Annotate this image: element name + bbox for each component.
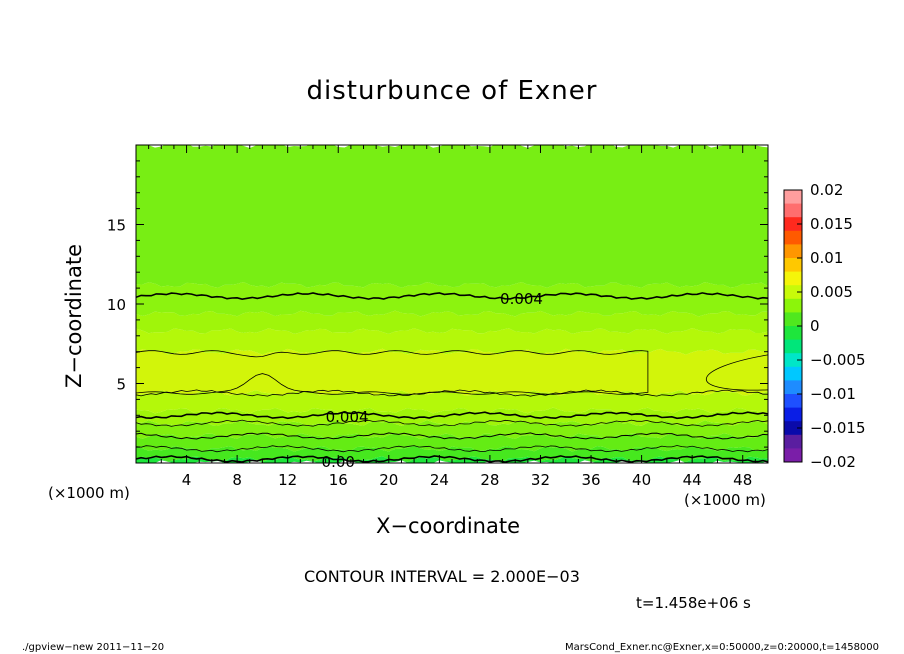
field-band (136, 420, 768, 439)
x-tick-label: 48 (733, 471, 752, 489)
colorbar-segment (784, 407, 802, 422)
time-label: t=1.458e+06 s (636, 594, 751, 612)
chart-title: disturbunce of Exner (306, 76, 598, 106)
contour-line (136, 350, 649, 395)
contour-line (136, 455, 768, 463)
x-axis-label: X−coordinate (376, 514, 520, 538)
colorbar-segment (784, 244, 802, 259)
colorbar-tick-label: 0.02 (810, 181, 843, 199)
contour-line (136, 292, 768, 301)
x-unit-label-right: (×1000 m) (684, 491, 766, 509)
x-tick-label: 16 (329, 471, 348, 489)
contour-line (136, 389, 768, 397)
x-tick-label: 24 (430, 471, 449, 489)
field-band (136, 348, 768, 397)
colorbar-tick-label: 0.005 (810, 283, 853, 301)
colorbar-segment (784, 285, 802, 300)
colorbar-segment (784, 339, 802, 354)
footer-right-text: MarsCond_Exner.nc@Exner,x=0:50000,z=0:20… (565, 642, 880, 653)
contour-line (136, 432, 768, 440)
colorbar-tick-label: 0.01 (810, 249, 843, 267)
x-tick-label: 32 (531, 471, 550, 489)
field-band (136, 328, 768, 355)
contour-line (136, 411, 768, 420)
contour-label: 0.004 (500, 290, 543, 308)
colorbar-tick-label: −0.02 (810, 453, 856, 471)
field-band (136, 145, 768, 288)
y-axis: 5 10 15 (107, 160, 768, 448)
y-axis-label: Z−coordinate (62, 244, 86, 388)
colorbar-segment (784, 448, 802, 463)
y-tick-label: 15 (107, 217, 126, 235)
colorbar-tick-label: 0.015 (810, 215, 853, 233)
contour-label: 0.004 (326, 408, 369, 426)
field-band (136, 310, 768, 334)
field-band (136, 390, 768, 414)
colorbar-segment (784, 190, 802, 205)
colorbar-segment (784, 298, 802, 313)
x-axis: 4 8 12 16 20 24 28 32 36 40 44 48 (148, 145, 756, 489)
x-tick-label: 44 (683, 471, 702, 489)
colorbar-tick-label: −0.01 (810, 385, 856, 403)
field-band (136, 456, 768, 463)
contour-line (136, 419, 768, 427)
contour-interval-text: CONTOUR INTERVAL = 2.000E−03 (304, 567, 580, 586)
colorbar-segment (784, 353, 802, 368)
y-tick-label: 5 (116, 376, 126, 394)
x-tick-label: 40 (632, 471, 651, 489)
footer-left-text: ./gpview−new 2011−11−20 (22, 642, 165, 653)
colorbar-tick-label: −0.015 (810, 419, 866, 437)
colorbar-tick-label: −0.005 (810, 351, 866, 369)
colorbar-segment (784, 380, 802, 395)
y-tick-label: 10 (107, 296, 126, 314)
x-tick-label: 4 (182, 471, 192, 489)
field-band (136, 281, 768, 317)
x-unit-label-left: (×1000 m) (48, 484, 130, 502)
colorbar-segment (784, 258, 802, 273)
x-tick-label: 12 (278, 471, 297, 489)
colorbar-segment (784, 326, 802, 341)
colorbar-segment (784, 421, 802, 436)
colorbar-segment (784, 217, 802, 232)
colorbar-segment (784, 271, 802, 286)
colorbar-segment (784, 230, 802, 245)
colorbar-segment (784, 203, 802, 218)
plot-field (136, 145, 768, 463)
colorbar-tick-label: 0 (810, 317, 820, 335)
colorbar-segment (784, 312, 802, 327)
x-tick-label: 28 (480, 471, 499, 489)
field-band (136, 445, 768, 463)
x-tick-label: 36 (581, 471, 600, 489)
x-tick-label: 8 (232, 471, 242, 489)
colorbar-segment (784, 394, 802, 409)
colorbar-segment (784, 366, 802, 381)
contour-line (705, 354, 768, 391)
colorbar: 0.02 0.015 0.01 0.005 0 −0.005 −0.01 −0.015 −0.0… (783, 181, 866, 471)
colorbar-segment (784, 434, 802, 449)
x-tick-label: 20 (379, 471, 398, 489)
contour-lines (136, 292, 768, 463)
contour-line (136, 445, 768, 453)
